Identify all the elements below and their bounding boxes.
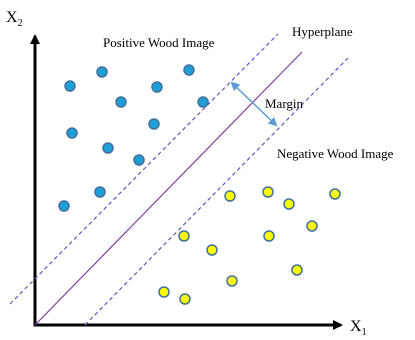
negative-point xyxy=(224,190,236,202)
y-axis-letter: X xyxy=(6,9,18,26)
x-axis-label: X1 xyxy=(350,318,367,338)
hyperplane-label: Hyperplane xyxy=(292,24,353,39)
positive-point xyxy=(151,81,163,93)
positive-point xyxy=(64,80,76,92)
positive-point xyxy=(133,154,145,166)
positive-points xyxy=(58,64,209,212)
y-axis-subscript: 2 xyxy=(18,18,23,29)
positive-point xyxy=(96,66,108,78)
negative-class-label: Negative Wood Image xyxy=(277,146,394,161)
positive-point xyxy=(102,142,114,154)
positive-point xyxy=(94,186,106,198)
positive-point xyxy=(197,96,209,108)
positive-point xyxy=(183,64,195,76)
positive-point xyxy=(58,200,70,212)
upper-margin-line xyxy=(9,33,279,305)
negative-point xyxy=(206,244,218,256)
negative-point xyxy=(291,264,303,276)
negative-point xyxy=(306,220,318,232)
negative-point xyxy=(262,186,274,198)
x-axis-subscript: 1 xyxy=(362,327,367,338)
positive-point xyxy=(148,118,160,130)
positive-point xyxy=(66,127,78,139)
hyperplane-line xyxy=(34,51,303,326)
negative-point xyxy=(158,286,170,298)
y-axis-label: X2 xyxy=(6,9,23,29)
margin-label: Margin xyxy=(265,96,304,111)
positive-class-label: Positive Wood Image xyxy=(103,35,215,50)
negative-points xyxy=(158,186,341,305)
negative-point xyxy=(263,230,275,242)
x-axis-letter: X xyxy=(350,318,362,335)
margin-arrow xyxy=(230,81,278,127)
negative-point xyxy=(329,188,341,200)
negative-point xyxy=(178,230,190,242)
negative-point xyxy=(283,198,295,210)
negative-point xyxy=(179,293,191,305)
positive-point xyxy=(115,96,127,108)
negative-point xyxy=(226,275,238,287)
